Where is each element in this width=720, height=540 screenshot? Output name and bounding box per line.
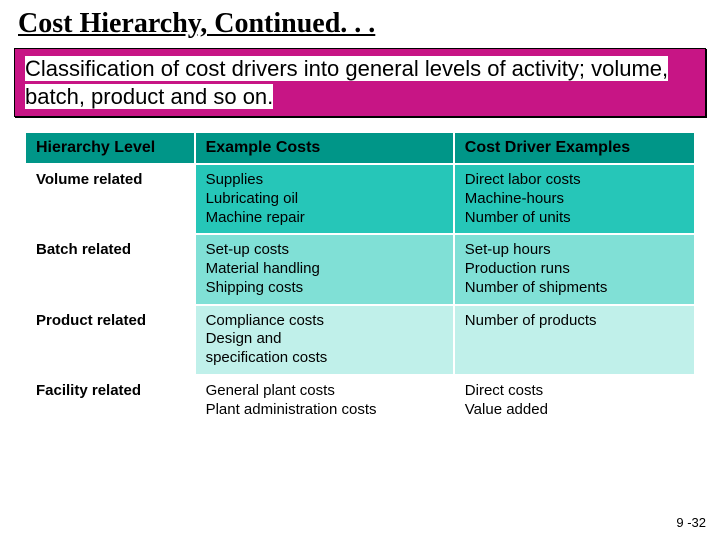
cell-level: Facility related [25,375,195,427]
col-header-level: Hierarchy Level [25,132,195,164]
table-row: Volume related SuppliesLubricating oilMa… [25,164,695,234]
cell-costs: General plant costsPlant administration … [195,375,454,427]
table-row: Batch related Set-up costsMaterial handl… [25,234,695,304]
description-text: Classification of cost drivers into gene… [25,56,668,109]
cell-costs: Set-up costsMaterial handlingShipping co… [195,234,454,304]
description-banner: Classification of cost drivers into gene… [14,48,706,117]
cell-costs: SuppliesLubricating oilMachine repair [195,164,454,234]
table-row: Facility related General plant costsPlan… [25,375,695,427]
cell-level: Product related [25,305,195,375]
cell-drivers: Direct costsValue added [454,375,695,427]
table-header-row: Hierarchy Level Example Costs Cost Drive… [25,132,695,164]
col-header-costs: Example Costs [195,132,454,164]
cell-drivers: Number of products [454,305,695,375]
page-title: Cost Hierarchy, Continued. . . [0,0,720,44]
cell-level: Batch related [25,234,195,304]
col-header-drivers: Cost Driver Examples [454,132,695,164]
cell-drivers: Set-up hoursProduction runsNumber of shi… [454,234,695,304]
cell-drivers: Direct labor costsMachine-hoursNumber of… [454,164,695,234]
table-row: Product related Compliance costsDesign a… [25,305,695,375]
page-number: 9 -32 [676,515,706,530]
cell-costs: Compliance costsDesign andspecification … [195,305,454,375]
cell-level: Volume related [25,164,195,234]
cost-hierarchy-table: Hierarchy Level Example Costs Cost Drive… [24,131,696,427]
